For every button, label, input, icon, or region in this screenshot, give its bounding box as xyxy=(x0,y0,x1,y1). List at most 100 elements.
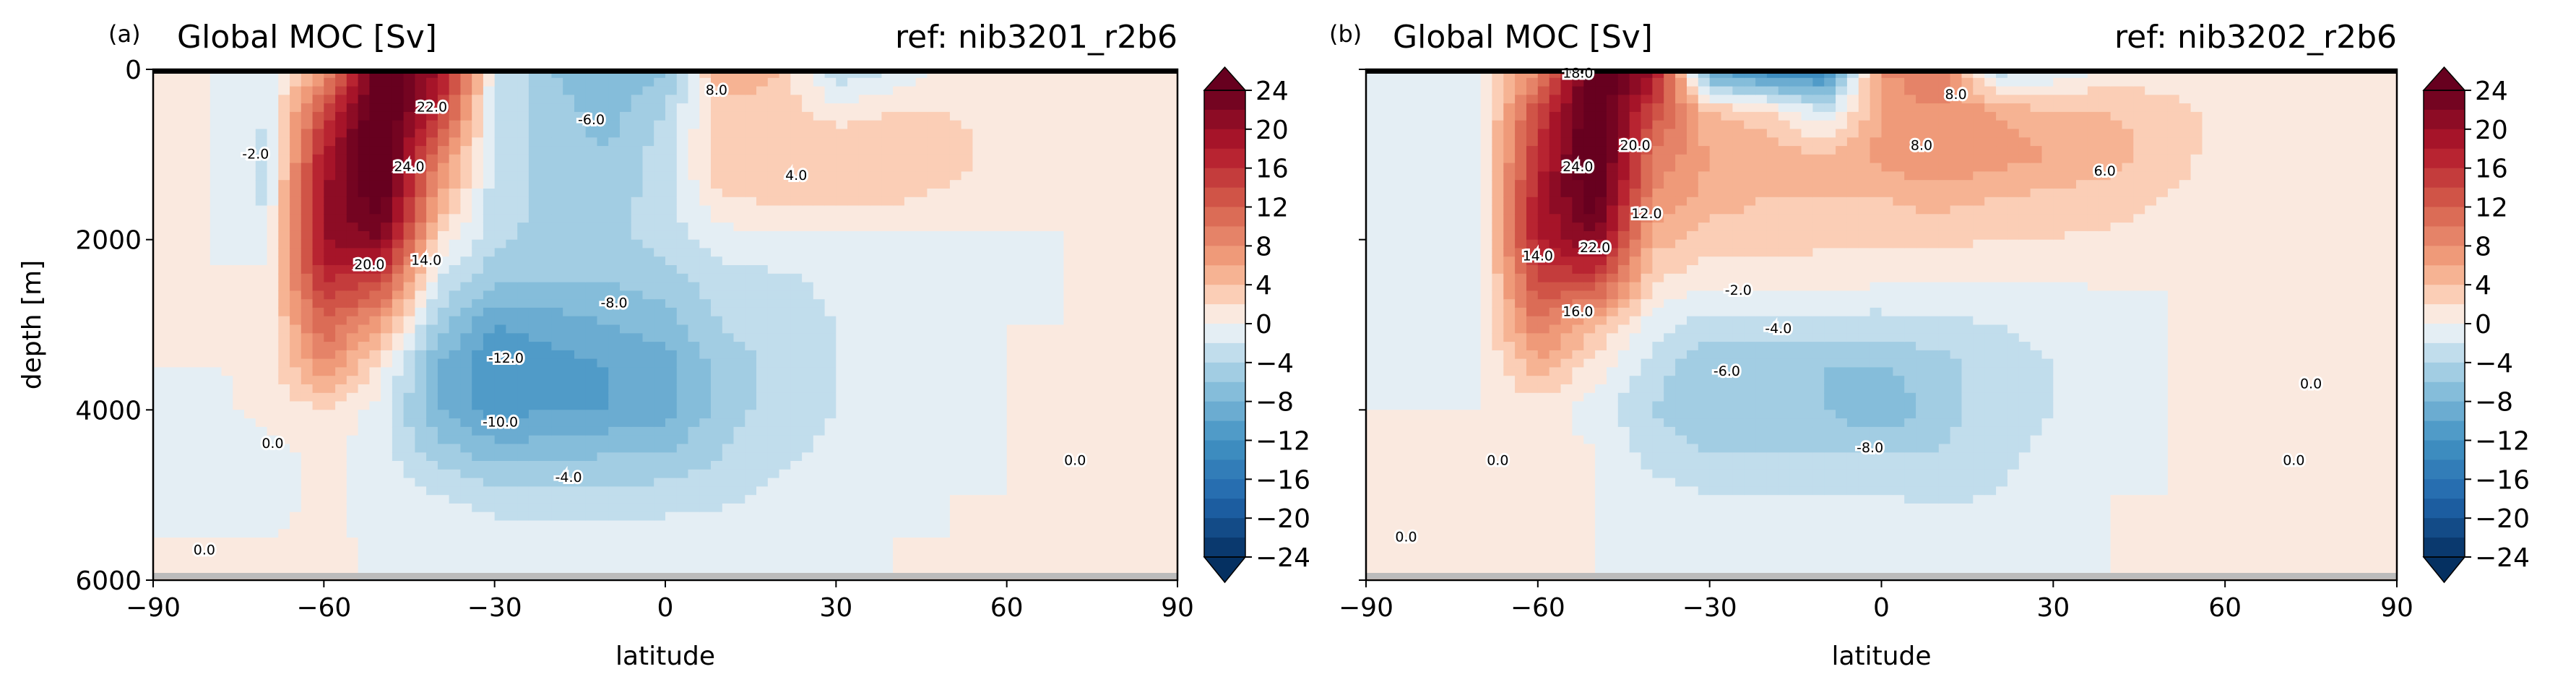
field-cell xyxy=(563,418,575,428)
field-cell xyxy=(631,77,644,87)
field-cell xyxy=(665,358,678,368)
field-cell xyxy=(870,282,882,291)
field-cell xyxy=(460,469,472,479)
field-cell xyxy=(984,256,996,266)
field-cell xyxy=(1052,214,1065,223)
field-cell xyxy=(233,418,245,428)
field-cell xyxy=(540,189,553,198)
field-cell xyxy=(608,197,621,207)
field-cell xyxy=(802,248,814,257)
field-cell xyxy=(426,435,438,445)
field-cell xyxy=(676,401,689,410)
field-cell xyxy=(551,111,563,121)
field-cell xyxy=(824,189,837,198)
field-cell xyxy=(449,290,461,300)
field-cell xyxy=(255,137,268,147)
field-cell xyxy=(756,401,769,410)
field-cell xyxy=(733,478,745,487)
field-cell xyxy=(1018,444,1030,453)
field-cell xyxy=(528,563,541,572)
field-cell xyxy=(915,563,928,572)
field-cell xyxy=(836,563,848,572)
field-cell xyxy=(563,230,575,241)
field-cell xyxy=(699,120,712,130)
field-cell xyxy=(722,478,735,487)
field-cell xyxy=(164,452,177,462)
field-cell xyxy=(267,197,279,207)
field-cell xyxy=(199,95,211,104)
field-cell xyxy=(392,367,405,376)
field-cell xyxy=(790,171,803,181)
field-cell xyxy=(346,392,359,402)
field-cell xyxy=(620,230,632,241)
field-cell xyxy=(813,180,826,189)
field-cell xyxy=(517,512,530,522)
field-cell xyxy=(301,426,314,436)
field-cell xyxy=(688,376,700,385)
field-cell xyxy=(1075,469,1087,479)
field-cell xyxy=(767,452,780,462)
field-cell xyxy=(301,529,314,538)
field-cell xyxy=(290,197,302,207)
field-cell xyxy=(654,171,666,181)
field-cell xyxy=(699,273,712,283)
field-cell xyxy=(597,163,609,172)
field-cell xyxy=(324,230,336,241)
field-cell xyxy=(164,86,177,95)
field-cell xyxy=(312,307,324,317)
field-cell xyxy=(346,469,359,479)
field-cell xyxy=(199,418,211,428)
field-cell xyxy=(403,333,415,342)
field-cell xyxy=(688,486,700,496)
field-cell xyxy=(540,512,553,522)
field-cell xyxy=(335,503,347,513)
field-cell xyxy=(244,350,256,360)
field-cell xyxy=(779,392,791,402)
field-cell xyxy=(209,230,222,241)
field-cell xyxy=(517,435,530,445)
field-cell xyxy=(392,410,405,419)
field-cell xyxy=(585,435,598,445)
field-cell xyxy=(233,265,245,275)
field-cell xyxy=(802,554,814,564)
field-cell xyxy=(904,180,917,189)
field-cell xyxy=(494,214,507,223)
field-cell xyxy=(802,256,814,266)
field-cell xyxy=(767,444,780,453)
field-cell xyxy=(153,350,165,360)
field-cell xyxy=(802,146,814,155)
field-cell xyxy=(301,223,314,232)
field-cell xyxy=(631,358,644,368)
field-cell xyxy=(346,307,359,317)
field-cell xyxy=(813,163,826,172)
field-cell xyxy=(745,290,757,300)
field-cell xyxy=(244,520,256,530)
field-cell xyxy=(551,163,563,172)
field-cell xyxy=(528,384,541,394)
field-cell xyxy=(858,554,871,564)
field-cell xyxy=(813,520,826,530)
field-cell xyxy=(1040,129,1053,138)
field-cell xyxy=(1029,256,1042,266)
field-cell xyxy=(1063,282,1076,291)
field-cell xyxy=(676,495,689,504)
field-cell xyxy=(711,512,723,522)
field-cell xyxy=(221,248,233,257)
field-cell xyxy=(995,418,1008,428)
field-cell xyxy=(483,503,496,513)
field-cell xyxy=(312,563,324,572)
field-cell xyxy=(1052,146,1065,155)
field-cell xyxy=(745,461,757,470)
field-cell xyxy=(949,248,962,257)
field-cell xyxy=(1075,282,1087,291)
field-cell xyxy=(813,376,826,385)
field-cell xyxy=(722,392,735,402)
field-cell xyxy=(642,171,654,181)
field-cell xyxy=(187,333,199,342)
field-cell xyxy=(972,410,985,419)
field-cell xyxy=(1018,410,1030,419)
field-cell xyxy=(164,137,177,147)
field-cell xyxy=(233,282,245,291)
field-cell xyxy=(745,230,757,241)
field-cell xyxy=(460,86,472,95)
